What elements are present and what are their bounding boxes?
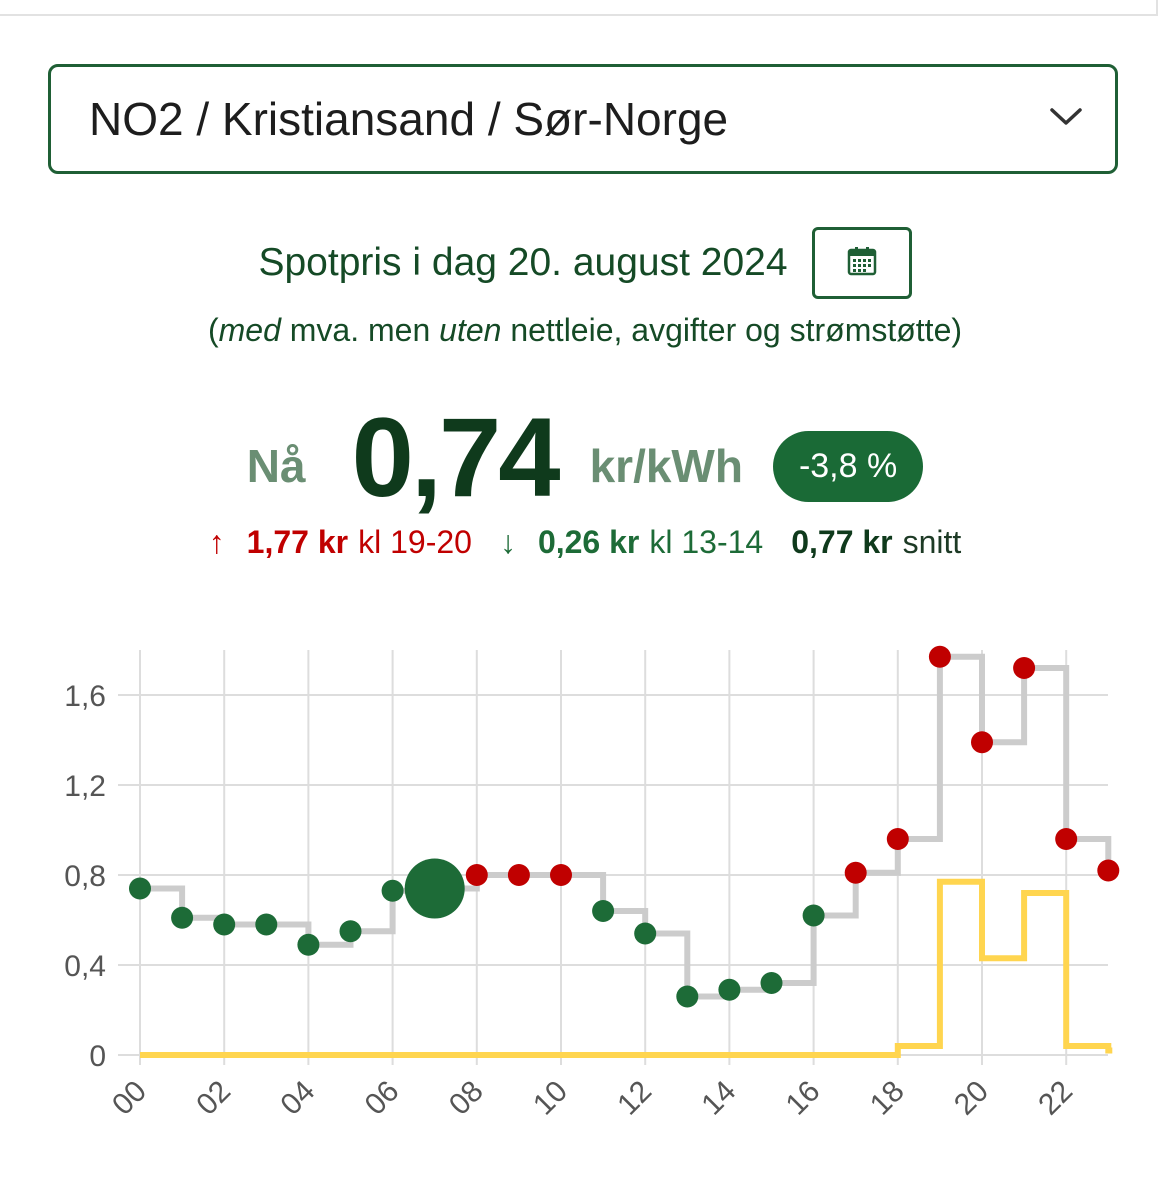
subtitle-uten: uten: [439, 312, 502, 348]
x-tick-label: 18: [864, 1075, 911, 1122]
now-label: Nå: [246, 440, 306, 492]
price-point: [760, 972, 783, 994]
price-point: [1055, 828, 1078, 850]
price-point: [971, 731, 993, 754]
price-point: [676, 985, 699, 1008]
price-point: [297, 933, 320, 956]
x-tick-label: 06: [359, 1075, 406, 1122]
y-axis-ticks: 0 0,4 0,8 1,2 1,6: [64, 680, 106, 1073]
min-price-stat: ↓ 0,26 kr kl 13-14: [500, 524, 763, 561]
x-tick-label: 08: [443, 1075, 490, 1122]
price-point: [550, 864, 572, 886]
current-hour-point: [404, 858, 465, 919]
price-point: [465, 864, 488, 886]
calendar-icon: [847, 246, 877, 281]
price-unit: kr/kWh: [589, 440, 743, 492]
calendar-button[interactable]: [811, 227, 912, 299]
price-point: [1013, 657, 1036, 679]
price-chart: 0 0,4 0,8 1,2 1,6 00 02 04 06 08 10 12 14 16 18 20 22: [64, 645, 1120, 1122]
x-axis-ticks: 00 02 04 06 08 10 12 14 16 18 20 22: [106, 1075, 1079, 1122]
price-point: [129, 877, 151, 900]
x-tick-label: 22: [1032, 1075, 1079, 1122]
y-tick-label: 1,2: [64, 770, 106, 803]
y-tick-label: 1,6: [64, 680, 106, 713]
price-step-line: [140, 653, 1113, 1000]
x-tick-label: 04: [274, 1075, 321, 1122]
avg-price-label: snitt: [902, 523, 962, 560]
y-tick-label: 0,4: [64, 950, 106, 983]
min-price-time: kl 13-14: [649, 523, 764, 560]
arrow-down-icon: ↓: [499, 523, 516, 560]
avg-price-value: 0,77 kr: [791, 523, 893, 560]
subtitle-med: med: [218, 312, 281, 348]
top-bar: [0, 0, 1158, 16]
min-price-value: 0,26 kr: [537, 523, 640, 560]
x-tick-label: 12: [611, 1075, 658, 1122]
region-select-value: NO2 / Kristiansand / Sør-Norge: [89, 93, 729, 145]
max-price-time: kl 19-20: [358, 523, 472, 560]
price-point: [802, 904, 825, 927]
price-points: [129, 645, 1120, 1008]
current-price-row: Nå 0,74 kr/kWh -3,8 %: [0, 392, 1170, 522]
price-point: [1097, 859, 1120, 882]
price-point: [255, 913, 278, 936]
price-point: [507, 864, 530, 886]
change-badge: -3,8 %: [772, 430, 924, 502]
price-point: [213, 913, 236, 936]
chart-grid: [118, 650, 1108, 1065]
price-point: [171, 906, 194, 929]
heading-row: Spotpris i dag 20. august 2024: [0, 226, 1170, 300]
current-price: 0,74: [351, 394, 561, 520]
arrow-up-icon: ↑: [208, 523, 225, 560]
price-subtitle: (med mva. men uten nettleie, avgifter og…: [207, 312, 963, 348]
stats-row: ↑ 1,77 kr kl 19-20 ↓ 0,26 kr kl 13-14 0,…: [0, 520, 1170, 564]
x-tick-label: 00: [106, 1075, 153, 1122]
x-tick-label: 14: [695, 1075, 742, 1122]
avg-price-stat: 0,77 kr snitt: [791, 524, 961, 561]
price-point: [718, 978, 741, 1001]
price-point: [381, 879, 404, 902]
price-point: [928, 645, 951, 668]
x-tick-label: 20: [948, 1075, 995, 1122]
chevron-down-icon: [1049, 106, 1083, 133]
x-tick-label: 02: [190, 1075, 237, 1122]
page-title: Spotpris i dag 20. august 2024: [258, 241, 788, 284]
price-point: [844, 861, 867, 884]
region-select[interactable]: NO2 / Kristiansand / Sør-Norge: [48, 64, 1118, 174]
price-point: [339, 920, 362, 943]
y-tick-label: 0: [89, 1040, 106, 1073]
price-point: [886, 828, 909, 850]
price-point: [634, 922, 657, 945]
x-tick-label: 16: [780, 1075, 827, 1122]
price-point: [592, 900, 615, 922]
y-tick-label: 0,8: [64, 860, 106, 893]
max-price-stat: ↑ 1,77 kr kl 19-20: [209, 524, 472, 561]
support-step-line: [140, 878, 1113, 1058]
x-tick-label: 10: [527, 1075, 574, 1122]
max-price-value: 1,77 kr: [246, 523, 349, 560]
